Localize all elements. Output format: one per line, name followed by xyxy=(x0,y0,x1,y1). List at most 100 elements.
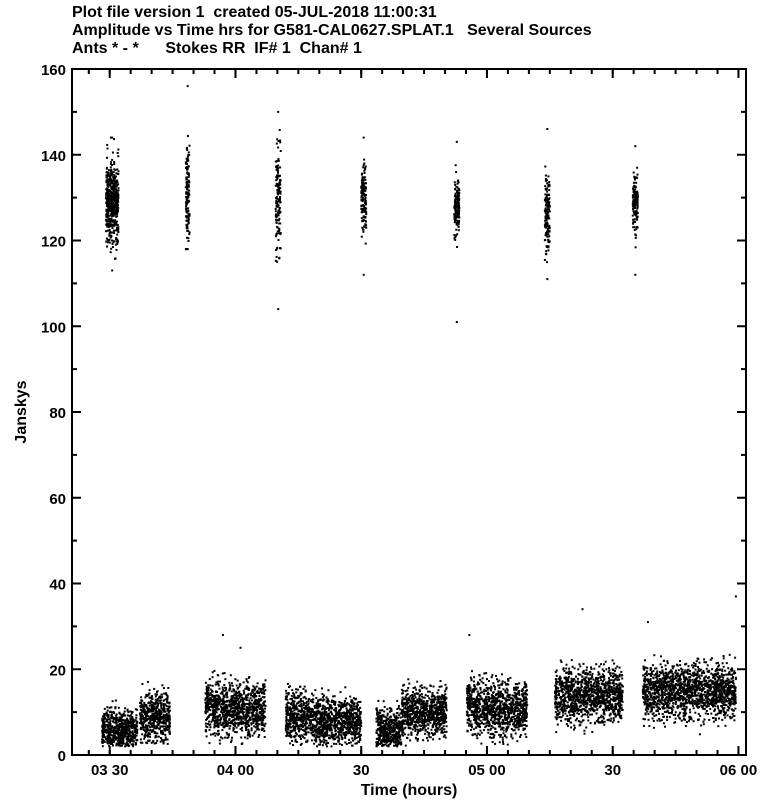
data-point xyxy=(110,231,113,234)
data-point xyxy=(135,722,138,725)
data-point xyxy=(159,725,162,728)
data-point xyxy=(187,180,190,183)
data-point xyxy=(205,688,208,691)
data-point xyxy=(357,708,360,711)
data-point xyxy=(139,741,142,744)
data-point xyxy=(167,708,170,711)
data-point xyxy=(290,694,293,697)
data-point xyxy=(187,209,190,212)
data-point xyxy=(248,687,251,690)
data-point xyxy=(348,738,351,741)
data-point xyxy=(247,707,250,710)
data-point xyxy=(154,708,157,711)
data-point xyxy=(327,689,330,692)
data-point xyxy=(215,703,218,706)
data-point xyxy=(185,216,188,219)
data-point xyxy=(124,743,127,746)
data-point xyxy=(354,698,357,701)
data-point xyxy=(224,736,227,739)
data-point xyxy=(376,727,379,730)
data-point xyxy=(325,720,328,723)
data-point xyxy=(320,714,323,717)
data-point xyxy=(326,707,329,709)
data-point xyxy=(360,186,363,189)
data-point xyxy=(209,726,212,729)
data-point xyxy=(362,179,365,182)
data-point xyxy=(215,706,218,709)
data-point xyxy=(276,191,279,194)
data-point xyxy=(213,706,216,709)
data-point xyxy=(350,704,353,707)
data-point xyxy=(277,204,280,207)
data-point xyxy=(362,273,365,276)
data-point xyxy=(335,725,338,728)
data-point xyxy=(354,708,357,711)
data-point xyxy=(632,189,635,191)
data-point xyxy=(213,732,216,735)
data-point xyxy=(119,726,122,729)
data-point xyxy=(343,726,346,729)
data-point xyxy=(233,704,236,707)
data-point xyxy=(396,743,399,746)
data-point xyxy=(233,710,236,713)
data-point xyxy=(262,724,265,726)
data-point xyxy=(134,742,137,745)
data-point xyxy=(109,720,112,723)
data-point xyxy=(378,737,381,740)
data-point xyxy=(211,676,214,679)
data-point xyxy=(285,695,288,698)
data-point xyxy=(312,698,315,701)
data-point xyxy=(233,690,236,693)
data-point xyxy=(357,701,360,703)
data-point xyxy=(294,738,297,741)
data-point xyxy=(291,721,294,724)
data-point xyxy=(113,196,116,199)
data-point xyxy=(113,203,116,206)
data-point xyxy=(330,712,333,715)
data-point xyxy=(110,169,113,171)
data-point xyxy=(632,181,635,184)
data-point xyxy=(110,714,113,717)
data-point xyxy=(106,724,109,727)
data-point xyxy=(244,725,247,728)
data-point xyxy=(187,218,190,221)
data-point xyxy=(211,700,214,703)
data-point xyxy=(260,692,263,695)
data-point xyxy=(102,721,104,724)
data-point xyxy=(334,707,337,709)
data-point xyxy=(168,724,171,727)
data-point xyxy=(261,727,264,730)
data-point xyxy=(362,184,365,187)
data-point xyxy=(308,722,311,725)
data-point xyxy=(112,197,115,199)
data-point xyxy=(300,720,303,723)
data-point xyxy=(278,190,281,193)
data-point xyxy=(105,223,108,226)
data-point xyxy=(546,235,549,238)
data-point xyxy=(131,730,134,733)
data-point xyxy=(232,704,235,706)
data-point xyxy=(157,723,160,726)
data-point xyxy=(453,217,456,220)
data-point xyxy=(456,224,459,227)
data-point xyxy=(121,721,124,724)
data-point xyxy=(116,194,119,197)
data-point xyxy=(154,707,157,710)
data-point xyxy=(362,219,365,222)
data-point xyxy=(344,735,347,738)
data-point xyxy=(295,708,298,711)
data-point xyxy=(233,700,236,703)
data-point xyxy=(636,176,639,179)
data-point xyxy=(361,184,364,187)
data-point xyxy=(346,712,348,715)
data-point xyxy=(352,708,355,711)
data-point xyxy=(457,221,460,224)
data-point xyxy=(275,179,278,182)
data-point xyxy=(205,702,208,705)
data-point xyxy=(364,203,367,206)
data-point xyxy=(306,739,309,742)
data-point xyxy=(326,713,329,716)
data-point xyxy=(185,201,188,204)
data-point xyxy=(544,204,547,207)
data-point xyxy=(156,718,159,721)
